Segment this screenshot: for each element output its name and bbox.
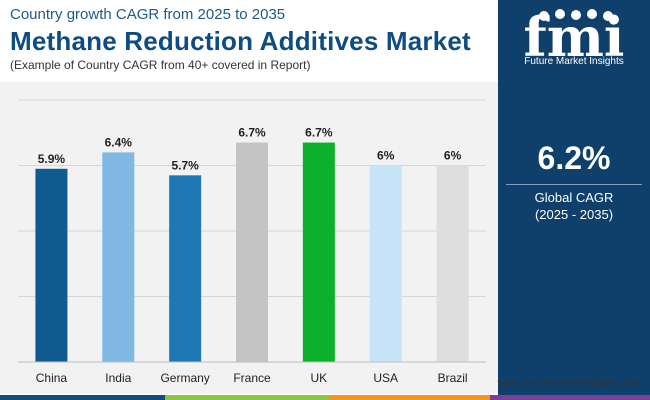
bar-china <box>35 168 68 362</box>
bar-germany <box>169 175 202 362</box>
data-label: 6.4% <box>105 135 133 149</box>
logo-dot-icon <box>539 11 549 21</box>
bar-brazil <box>436 165 469 362</box>
x-tick-label: Germany <box>160 371 209 385</box>
header: Country growth CAGR from 2025 to 2035 Me… <box>0 0 490 80</box>
chart-subtitle: Country growth CAGR from 2025 to 2035 <box>10 6 286 23</box>
data-label: 6% <box>377 149 395 163</box>
bottom-color-bar <box>0 395 650 400</box>
x-tick-label: USA <box>373 371 398 385</box>
logo-dot-icon <box>555 9 565 19</box>
color-bar-segment <box>0 395 165 400</box>
data-label: 6.7% <box>305 126 333 140</box>
brand-name: Future Market Insights <box>524 56 624 67</box>
global-cagr-value: 6.2% <box>537 140 611 176</box>
data-label: 6.7% <box>238 126 266 140</box>
website-link[interactable]: www.futuremarketinsights.com <box>497 377 640 389</box>
color-bar-segment <box>165 395 330 400</box>
data-label: 5.9% <box>38 152 66 166</box>
logo-dot-icon <box>603 11 613 21</box>
x-tick-label: Brazil <box>438 371 468 385</box>
color-bar-segment <box>330 395 490 400</box>
x-tick-label: UK <box>311 371 328 385</box>
chart-title: Methane Reduction Additives Market <box>10 26 471 56</box>
x-tick-label: China <box>36 371 68 385</box>
chart-note: (Example of Country CAGR from 40+ covere… <box>10 58 311 72</box>
logo-dot-icon <box>571 10 581 20</box>
bar-usa <box>369 165 402 362</box>
logo-dot-icon <box>587 9 597 19</box>
global-cagr-period: (2025 - 2035) <box>534 207 614 222</box>
bar-india <box>102 152 135 362</box>
fmi-logo: fmi <box>524 6 625 69</box>
data-label: 5.7% <box>171 158 199 172</box>
sidebar: fmi Future Market Insights 6.2% Global C… <box>498 0 650 400</box>
bar-france <box>236 142 268 362</box>
color-bar-segment <box>490 395 650 400</box>
bar-chart: 5.9% China 6.4% India 5.7% Germany 6.7% France 6… <box>18 99 486 385</box>
divider <box>506 184 642 185</box>
x-tick-label: France <box>233 371 271 385</box>
bar-uk <box>302 142 335 362</box>
x-tick-label: India <box>105 371 131 385</box>
chart-panel: 5.9% China 6.4% India 5.7% Germany 6.7% France 6… <box>0 82 498 394</box>
global-cagr-label: Global CAGR <box>534 190 614 205</box>
data-label: 6% <box>444 149 462 163</box>
